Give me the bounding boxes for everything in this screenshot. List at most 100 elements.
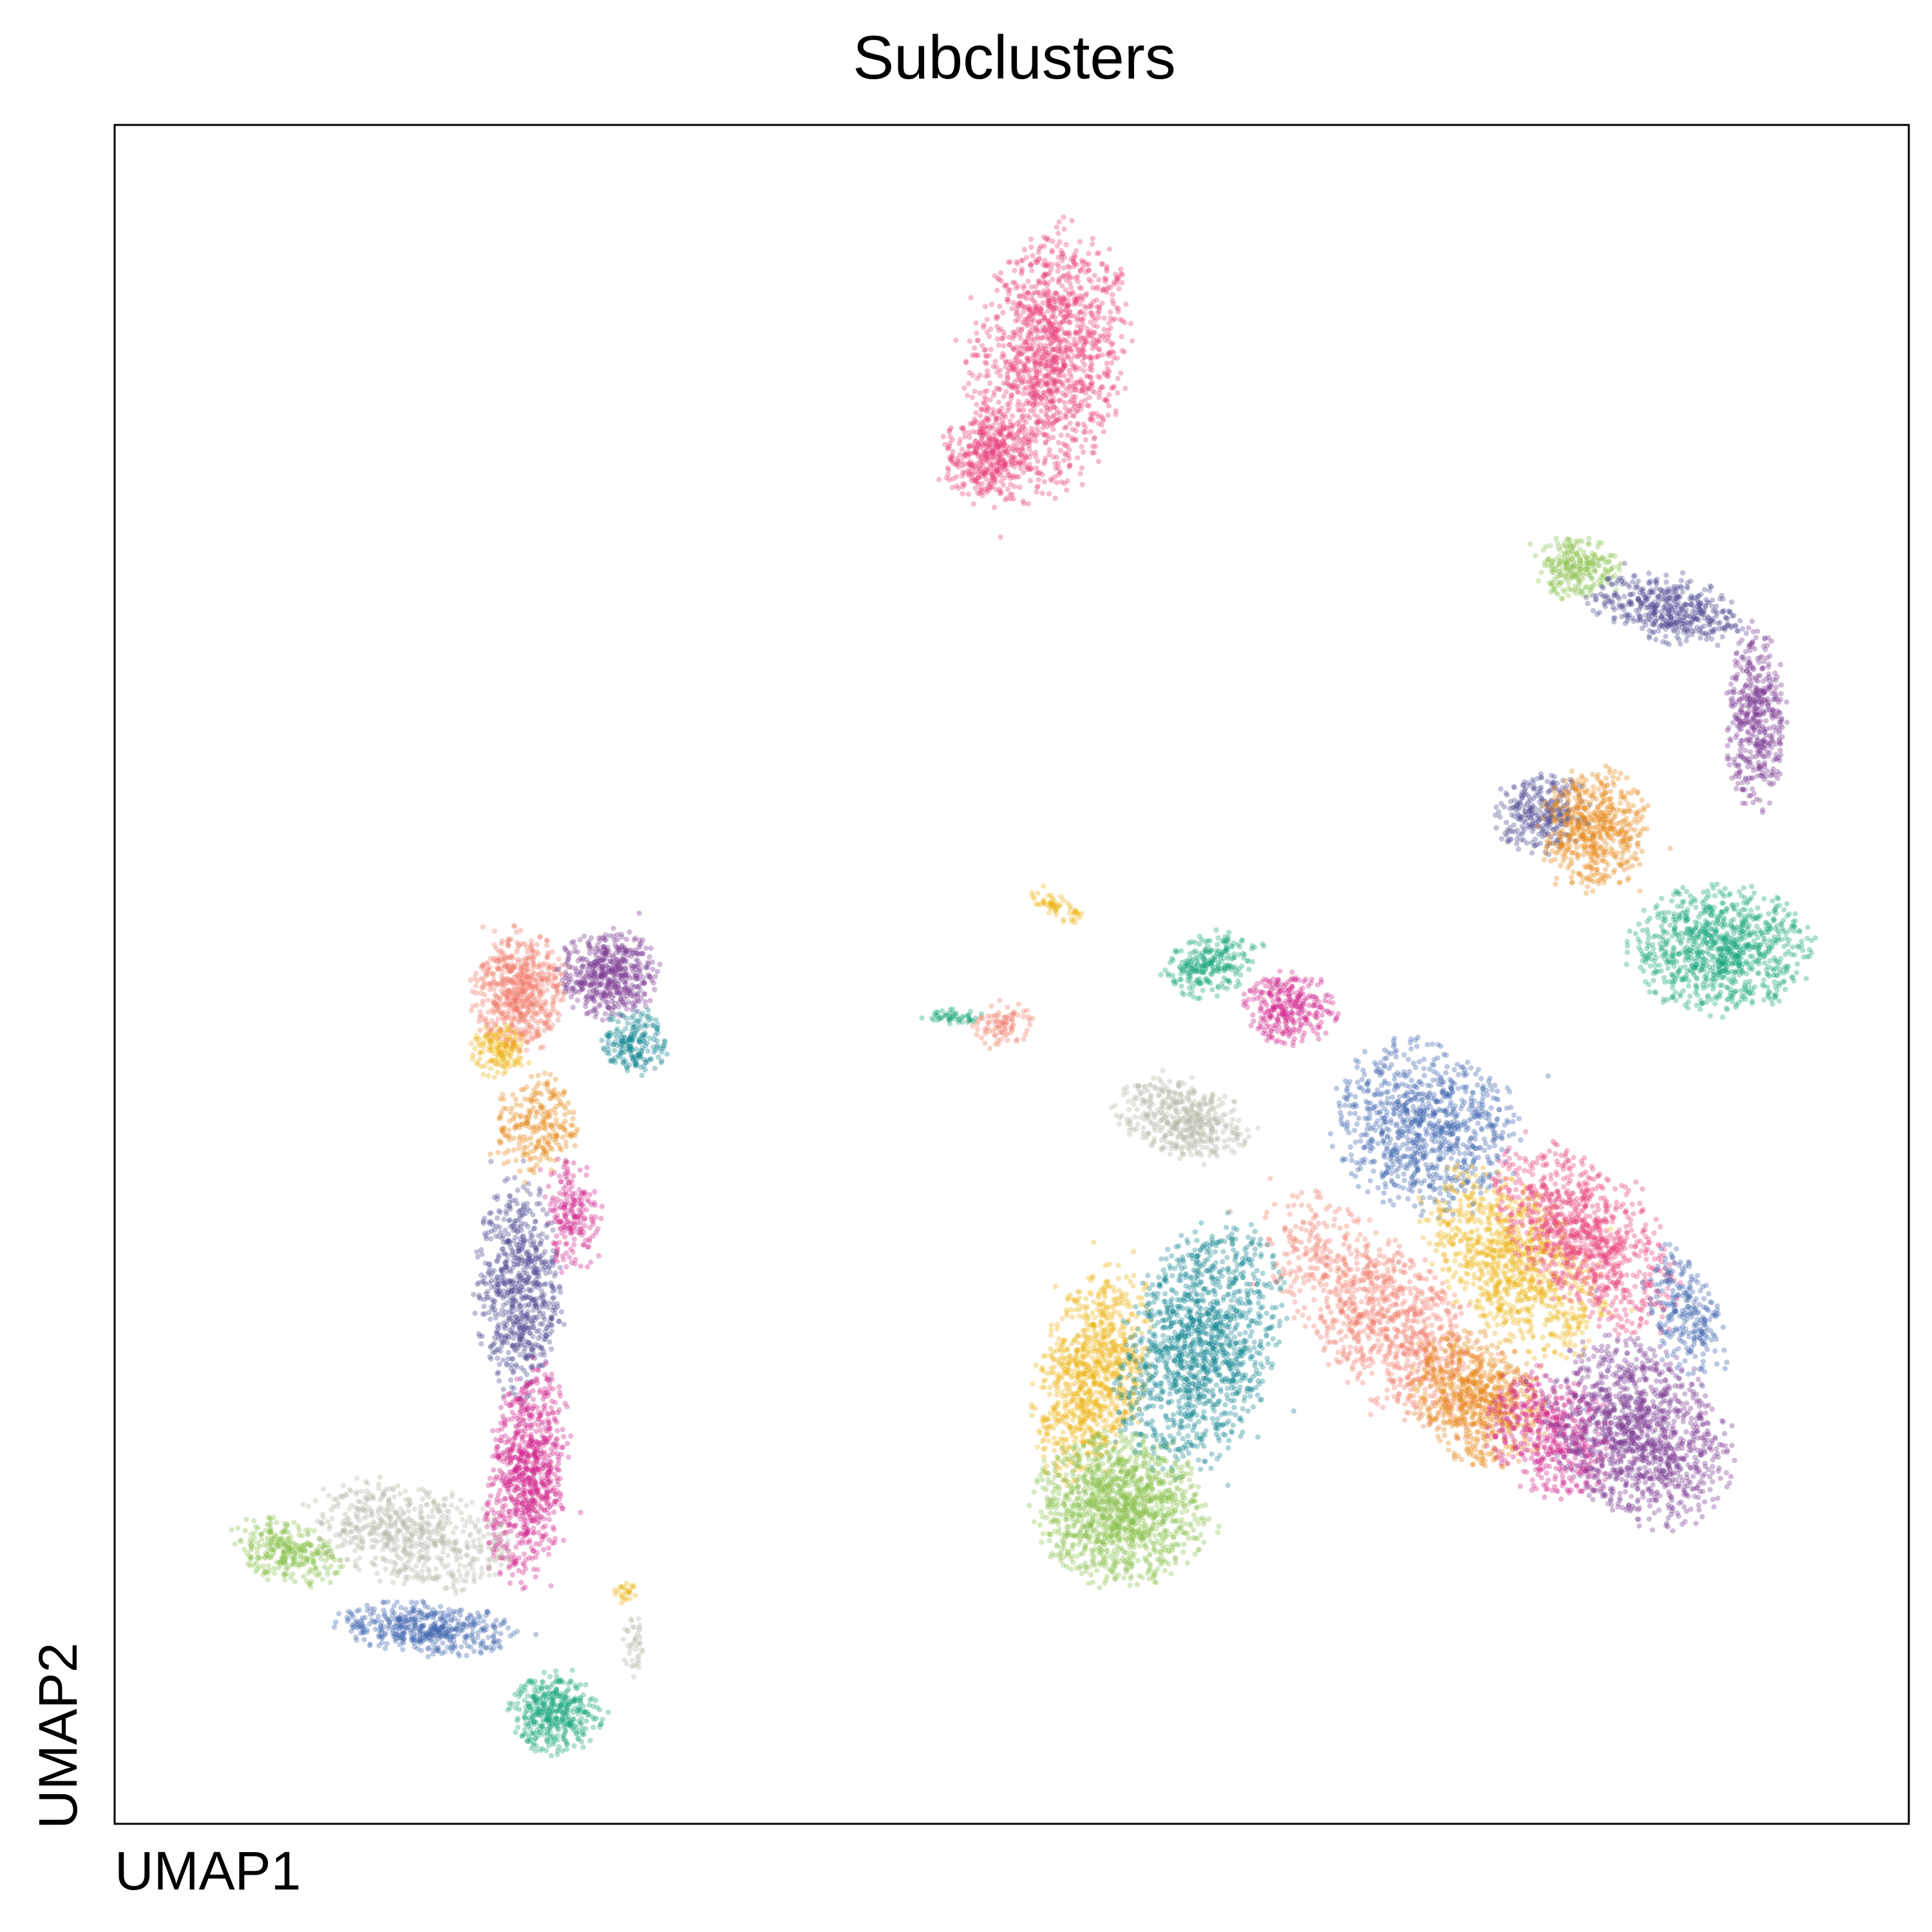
scatter-point xyxy=(1104,373,1110,379)
scatter-point xyxy=(1123,301,1129,307)
scatter-point xyxy=(1736,696,1743,703)
scatter-point xyxy=(1062,393,1068,399)
scatter-point xyxy=(1083,292,1089,298)
scatter-point xyxy=(1634,813,1640,819)
scatter-point xyxy=(1681,614,1687,620)
scatter-point xyxy=(1063,405,1068,411)
scatter-point xyxy=(1088,340,1094,346)
scatter-point xyxy=(954,483,960,489)
scatter-point xyxy=(1068,285,1074,290)
scatter-point xyxy=(1018,359,1023,365)
scatter-point xyxy=(1089,450,1095,456)
scatter-point xyxy=(1804,954,1810,960)
scatter-point xyxy=(1184,961,1189,967)
scatter-point xyxy=(1573,538,1578,544)
scatter-point xyxy=(1026,330,1032,336)
scatter-point xyxy=(1762,920,1768,926)
scatter-point xyxy=(1198,936,1205,943)
scatter-point xyxy=(1760,678,1766,685)
scatter-point xyxy=(1575,576,1581,582)
scatter-point xyxy=(1792,928,1797,934)
cluster-2 xyxy=(1527,535,1624,602)
scatter-point xyxy=(1025,358,1031,365)
scatter-point xyxy=(1624,949,1631,955)
scatter-point xyxy=(1569,777,1575,783)
scatter-point xyxy=(1086,267,1092,273)
scatter-point xyxy=(1118,271,1124,277)
scatter-point xyxy=(1767,725,1773,731)
scatter-point xyxy=(1516,804,1522,811)
scatter-point xyxy=(1077,471,1083,477)
scatter-point xyxy=(1032,433,1038,439)
scatter-point xyxy=(1608,567,1614,573)
scatter-point xyxy=(1079,482,1085,488)
scatter-point xyxy=(1785,942,1790,947)
scatter-point xyxy=(1006,334,1012,340)
scatter-point xyxy=(1628,601,1634,607)
scatter-point xyxy=(1073,330,1079,336)
scatter-point xyxy=(1715,642,1721,649)
scatter-point xyxy=(1607,788,1613,795)
scatter-point xyxy=(1656,962,1663,969)
scatter-point xyxy=(998,431,1004,437)
scatter-point xyxy=(1546,556,1551,562)
scatter-point xyxy=(1721,915,1727,921)
scatter-point xyxy=(1043,439,1049,445)
scatter-point xyxy=(1072,298,1079,304)
scatter-point xyxy=(1694,950,1701,956)
scatter-point xyxy=(1620,582,1625,587)
scatter-point xyxy=(976,429,983,435)
scatter-point xyxy=(967,462,974,468)
scatter-point xyxy=(1562,855,1569,860)
scatter-point xyxy=(1058,432,1064,438)
scatter-point xyxy=(1555,591,1561,597)
scatter-point xyxy=(1766,664,1772,670)
scatter-point xyxy=(983,353,989,359)
scatter-point xyxy=(1009,385,1015,391)
scatter-point xyxy=(1223,947,1229,952)
scatter-point xyxy=(1615,775,1621,782)
scatter-point xyxy=(1783,951,1788,958)
scatter-point xyxy=(972,345,978,351)
scatter-point xyxy=(1035,458,1041,464)
scatter-point xyxy=(995,314,1001,319)
scatter-point xyxy=(1050,323,1056,328)
scatter-point xyxy=(1020,309,1027,315)
scatter-point xyxy=(1647,635,1653,641)
scatter-point xyxy=(1054,243,1061,249)
scatter-point xyxy=(1698,929,1704,934)
scatter-point xyxy=(1065,353,1071,359)
scatter-point xyxy=(1301,978,1307,985)
scatter-point xyxy=(1105,284,1111,290)
scatter-point xyxy=(1627,584,1633,590)
scatter-point xyxy=(1676,933,1681,939)
scatter-point xyxy=(1712,1001,1718,1007)
scatter-point xyxy=(1767,958,1773,964)
scatter-point xyxy=(1103,397,1109,403)
scatter-point xyxy=(1704,977,1710,983)
scatter-point xyxy=(1041,234,1047,240)
scatter-point xyxy=(1607,575,1613,582)
scatter-point xyxy=(985,372,992,379)
scatter-point xyxy=(999,405,1005,411)
scatter-point xyxy=(1005,260,1012,265)
scatter-point xyxy=(1775,775,1781,781)
scatter-point xyxy=(1010,430,1016,437)
scatter-point xyxy=(1095,310,1101,316)
scatter-point xyxy=(1674,969,1681,976)
scatter-point xyxy=(1669,995,1674,1001)
scatter-point xyxy=(1028,319,1034,325)
scatter-point xyxy=(1586,864,1592,870)
scatter-point xyxy=(1761,960,1768,966)
scatter-point xyxy=(1635,840,1641,846)
scatter-point xyxy=(1043,373,1048,379)
scatter-point xyxy=(1580,814,1586,820)
scatter-point xyxy=(1075,380,1081,386)
scatter-point xyxy=(1033,260,1039,265)
scatter-point xyxy=(1543,851,1549,857)
scatter-point xyxy=(1585,600,1591,607)
scatter-point xyxy=(1027,455,1032,460)
scatter-point xyxy=(1583,566,1589,572)
scatter-point xyxy=(1533,553,1539,558)
scatter-point xyxy=(1704,940,1710,945)
